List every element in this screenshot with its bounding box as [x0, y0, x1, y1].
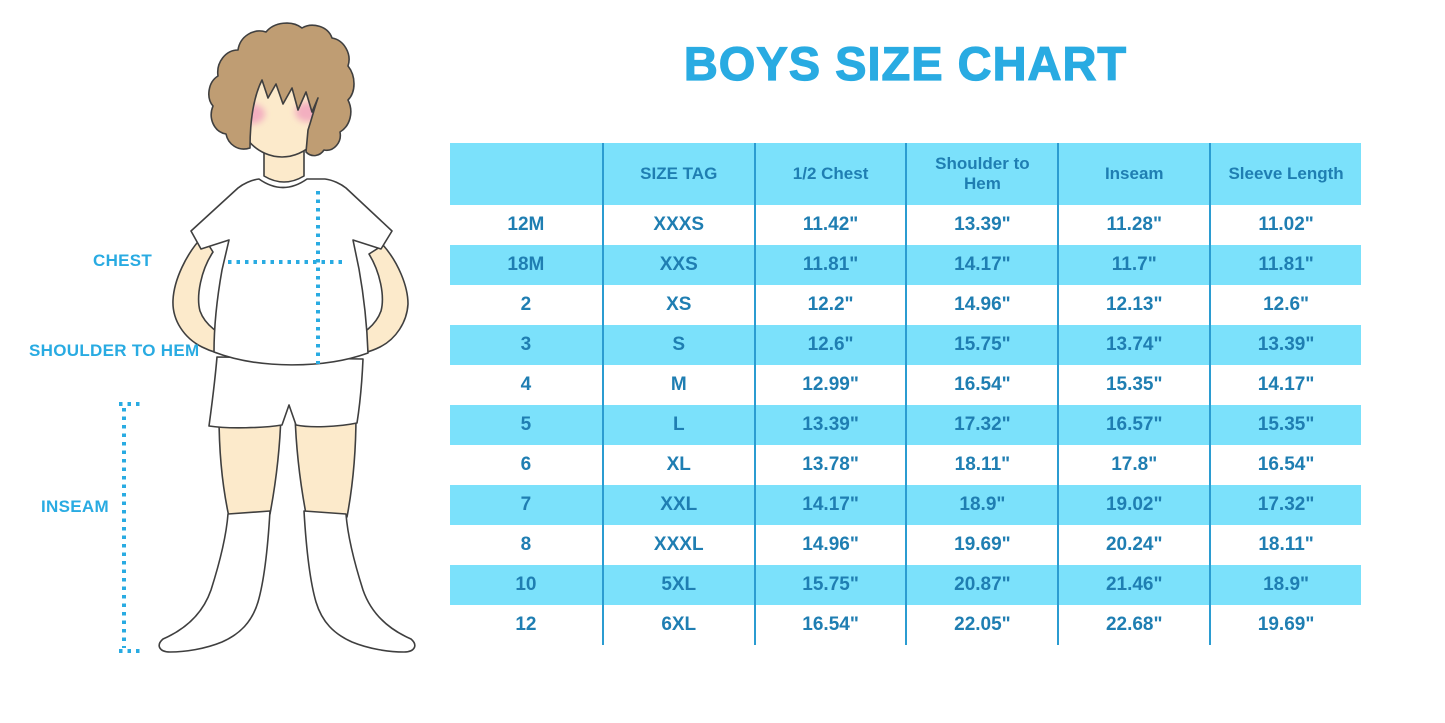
measurement-cell: 11.42" [753, 205, 906, 245]
measurement-cell: 14.96" [753, 525, 906, 565]
measurement-cell: 18.11" [905, 445, 1057, 485]
measurement-cell: M [601, 365, 754, 405]
measurement-cell: 16.54" [753, 605, 906, 645]
size-cell: 10 [450, 565, 602, 605]
size-cell: 18M [450, 245, 602, 285]
measurement-cell: 13.74" [1057, 325, 1210, 365]
boy-measurement-illustration [119, 22, 416, 653]
measurement-cell: 14.17" [905, 245, 1058, 285]
size-table: SIZE TAG 1/2 Chest Shoulder to Hem Inseam Sl… [450, 143, 1361, 645]
boy-sock-right [303, 510, 416, 653]
measurement-cell: S [601, 325, 754, 365]
measurement-cell: 16.54" [1209, 445, 1361, 485]
measurement-cell: 19.02" [1057, 485, 1210, 525]
measurement-cell: 17.8" [1057, 445, 1209, 485]
boy-hair [208, 22, 355, 157]
measurement-cell: 12.6" [753, 325, 906, 365]
column-header: 1/2 Chest [753, 143, 906, 205]
measurement-cell: 15.75" [905, 325, 1058, 365]
measurement-cell: XXL [601, 485, 754, 525]
size-cell: 5 [450, 405, 602, 445]
measurement-cell: 13.39" [905, 205, 1057, 245]
shoulder-to-hem-label: SHOULDER TO HEM [29, 341, 200, 360]
size-cell: 12 [515, 614, 537, 635]
size-cell: 3 [450, 325, 602, 365]
measurement-cell: 19.69" [1209, 605, 1361, 645]
measurement-cell: 11.02" [1209, 205, 1361, 245]
measurement-cell: 20.24" [1057, 525, 1209, 565]
measurement-cell: 13.39" [753, 405, 906, 445]
boy-leg-right [294, 413, 357, 518]
measurement-cell: 20.87" [905, 565, 1058, 605]
measurement-cell: 12.6" [1209, 285, 1361, 325]
measurement-cell: 15.35" [1209, 405, 1361, 445]
measurement-cell: 15.35" [1057, 365, 1209, 405]
column-header: Shoulder to Hem [905, 143, 1058, 205]
measurement-cell: 12.2" [753, 285, 906, 325]
measurement-cell: 11.7" [1057, 245, 1210, 285]
measurement-cell: XXXL [601, 525, 754, 565]
measurement-cell: 5XL [601, 565, 754, 605]
measurement-cell: 16.57" [1057, 405, 1210, 445]
measurement-cell: XXS [601, 245, 754, 285]
measurement-cell: 13.78" [753, 445, 906, 485]
measurement-cell: 18.9" [905, 485, 1058, 525]
column-header: SIZE TAG [601, 143, 754, 205]
measurement-cell: 18.11" [1209, 525, 1361, 565]
measurement-cell: 19.69" [905, 525, 1057, 565]
column-header: Sleeve Length [1209, 143, 1361, 205]
size-cell: 2 [520, 294, 532, 315]
page-title: BOYS SIZE CHART [683, 36, 1128, 90]
measurement-cell: 14.17" [1209, 365, 1361, 405]
measurement-cell: 12.99" [753, 365, 906, 405]
column-header [450, 143, 602, 205]
measurement-cell: 17.32" [1209, 485, 1361, 525]
size-cell: 12M [507, 214, 545, 235]
column-header: Inseam [1057, 143, 1210, 205]
measurement-cell: 18.9" [1209, 565, 1361, 605]
boy-leg-left [218, 413, 282, 518]
measurement-cell: L [601, 405, 754, 445]
measurement-cell: XS [601, 285, 754, 325]
measurement-cell: 15.75" [753, 565, 906, 605]
measurement-cell: 13.39" [1209, 325, 1361, 365]
boy-sock-left [158, 510, 271, 653]
measurement-cell: 16.54" [905, 365, 1057, 405]
measurement-cell: 11.81" [1209, 245, 1361, 285]
size-cell: 8 [520, 534, 532, 555]
measurement-cell: 11.28" [1057, 205, 1209, 245]
measurement-cell: 6XL [601, 605, 754, 645]
size-cell: 7 [450, 485, 602, 525]
measurement-cell: 22.68" [1057, 605, 1209, 645]
inseam-label: INSEAM [41, 497, 109, 516]
measurement-cell: XL [601, 445, 754, 485]
measurement-cell: 11.81" [753, 245, 906, 285]
measurement-cell: 12.13" [1057, 285, 1209, 325]
chest-label: CHEST [93, 251, 153, 270]
boy-shorts [208, 356, 364, 429]
measurement-cell: 17.32" [905, 405, 1058, 445]
measurement-cell: 14.96" [905, 285, 1057, 325]
measurement-cell: 22.05" [905, 605, 1057, 645]
size-cell: 6 [520, 454, 532, 475]
measurement-cell: XXXS [601, 205, 754, 245]
size-cell: 4 [520, 374, 532, 395]
boy-tshirt [190, 178, 393, 366]
measurement-cell: 21.46" [1057, 565, 1210, 605]
measurement-cell: 14.17" [753, 485, 906, 525]
